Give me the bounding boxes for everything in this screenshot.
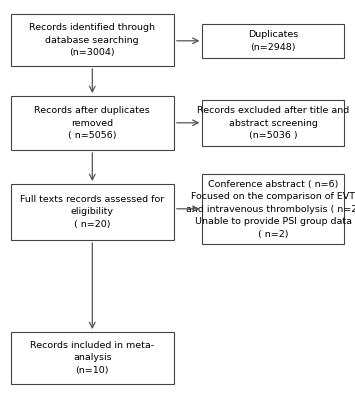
Text: Records after duplicates
removed
( n=5056): Records after duplicates removed ( n=505… [34,106,150,140]
Text: Full texts records assessed for
eligibility
( n=20): Full texts records assessed for eligibil… [20,195,164,229]
Text: Duplicates
(n=2948): Duplicates (n=2948) [248,30,299,52]
FancyBboxPatch shape [202,24,344,58]
FancyBboxPatch shape [11,332,174,384]
FancyBboxPatch shape [11,96,174,150]
Text: Records included in meta-
analysis
(n=10): Records included in meta- analysis (n=10… [30,341,154,375]
Text: Records excluded after title and
abstract screening
(n=5036 ): Records excluded after title and abstrac… [197,106,349,140]
FancyBboxPatch shape [202,100,344,146]
FancyBboxPatch shape [11,184,174,240]
FancyBboxPatch shape [202,174,344,244]
Text: Conference abstract ( n=6)
Focused on the comparison of EVT
and intravenous thro: Conference abstract ( n=6) Focused on th… [186,180,355,238]
FancyBboxPatch shape [11,14,174,66]
Text: Records identified through
database searching
(n=3004): Records identified through database sear… [29,23,155,57]
